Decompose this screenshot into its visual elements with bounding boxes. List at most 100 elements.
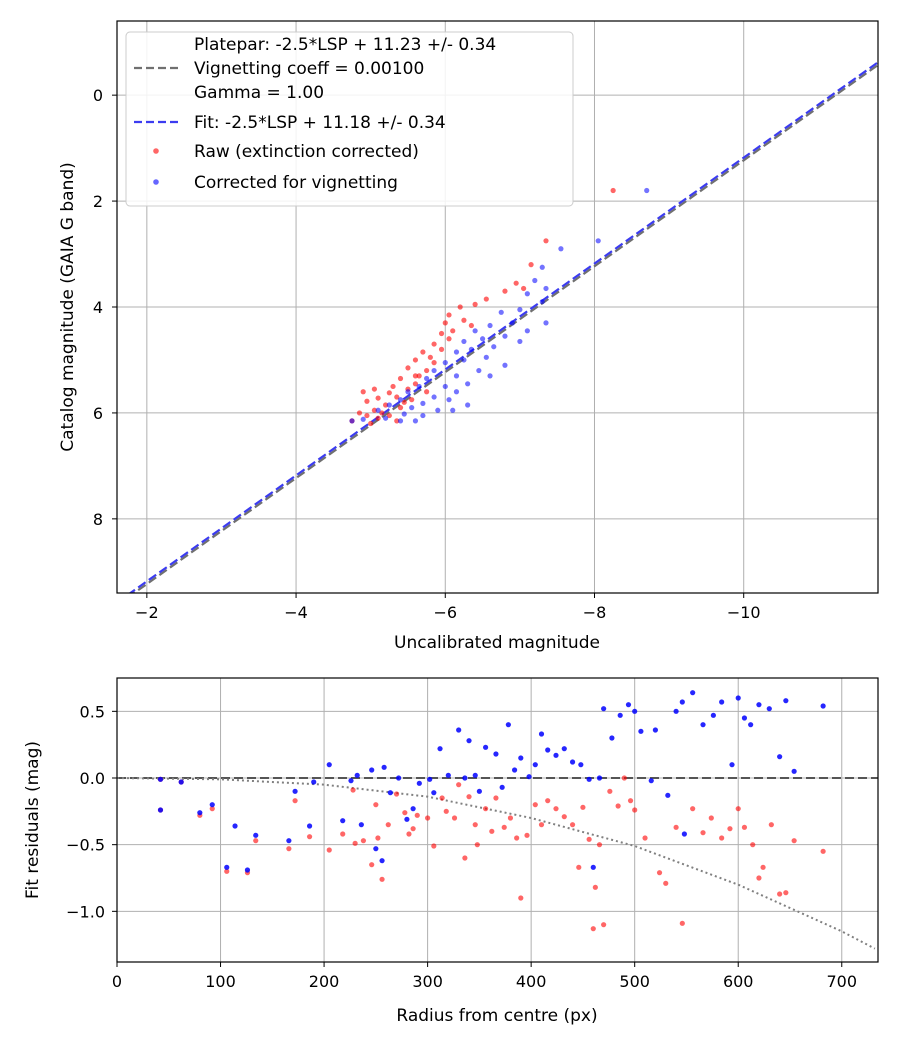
raw-residual-point bbox=[756, 875, 762, 881]
raw-point bbox=[356, 410, 363, 416]
raw-point bbox=[368, 420, 374, 427]
bottom-x-tick-label: 100 bbox=[205, 972, 236, 991]
corrected-residual-point bbox=[476, 788, 482, 794]
raw-point bbox=[431, 341, 437, 347]
corrected-point bbox=[386, 402, 392, 408]
corrected-residual-point bbox=[710, 712, 716, 718]
corrected-point bbox=[442, 383, 448, 390]
corrected-point bbox=[517, 307, 523, 313]
corrected-point bbox=[382, 415, 389, 421]
raw-residual-point bbox=[253, 838, 259, 844]
corrected-point bbox=[543, 285, 549, 292]
bottom-y-ticks: 0.5 0.0 −0.5 −1.0 bbox=[66, 702, 117, 921]
corrected-residual-point bbox=[209, 802, 215, 808]
corrected-point bbox=[453, 389, 460, 395]
corrected-point bbox=[487, 373, 493, 379]
corrected-residual-point bbox=[396, 775, 402, 781]
top-y-tick-label: 2 bbox=[93, 192, 103, 211]
corrected-residual-point bbox=[232, 823, 238, 829]
bottom-y-tick-label: 0.5 bbox=[80, 702, 105, 721]
bottom-x-tick-label: 0 bbox=[112, 972, 122, 991]
corrected-residual-point bbox=[748, 722, 754, 728]
raw-residual-point bbox=[393, 791, 400, 797]
corrected-point bbox=[509, 320, 516, 326]
corrected-point bbox=[539, 299, 545, 305]
raw-residual-point bbox=[402, 810, 408, 816]
raw-residual-point bbox=[532, 802, 538, 808]
corrected-residual-point bbox=[729, 762, 735, 768]
corrected-residual-point bbox=[553, 752, 559, 758]
corrected-residual-point bbox=[673, 708, 679, 714]
corrected-residual-point bbox=[648, 778, 654, 784]
corrected-point bbox=[409, 405, 415, 411]
raw-residual-point bbox=[369, 862, 375, 868]
corrected-residual-point bbox=[783, 698, 789, 704]
raw-point bbox=[386, 412, 392, 419]
bottom-x-ticks: 0 100 200 300 400 500 600 700 bbox=[112, 962, 857, 991]
corrected-residual-point bbox=[286, 838, 292, 844]
raw-residual-point bbox=[545, 798, 551, 804]
residuals-plot: 0 100 200 300 400 500 600 700 0.5 0.0 −0.5 −1.0 Ra… bbox=[23, 677, 879, 1026]
raw-point bbox=[431, 360, 437, 366]
corrected-point bbox=[465, 381, 471, 387]
corrected-point bbox=[479, 336, 486, 342]
raw-residual-point bbox=[414, 812, 420, 818]
corrected-residual-point bbox=[735, 695, 741, 701]
raw-residual-points bbox=[157, 775, 826, 932]
bottom-y-tick-label: −0.5 bbox=[66, 836, 105, 855]
corrected-residual-point bbox=[445, 772, 451, 778]
corrected-point bbox=[416, 383, 422, 390]
raw-residual-point bbox=[569, 822, 576, 828]
bottom-y-axis-label: Fit residuals (mag) bbox=[23, 741, 43, 899]
raw-residual-point bbox=[719, 835, 725, 841]
corrected-point bbox=[412, 418, 419, 424]
corrected-residual-point bbox=[681, 831, 687, 837]
corrected-residual-point bbox=[493, 751, 499, 757]
corrected-point bbox=[558, 246, 564, 252]
top-x-tick-label: −4 bbox=[284, 603, 308, 622]
top-x-ticks: −2 −4 −6 −8 −10 bbox=[135, 593, 761, 622]
raw-point bbox=[382, 402, 389, 408]
legend-label: Corrected for vignetting bbox=[194, 173, 398, 193]
corrected-point bbox=[453, 373, 460, 379]
corrected-residual-point bbox=[561, 746, 567, 752]
raw-residual-point bbox=[590, 926, 596, 932]
corrected-point bbox=[431, 394, 437, 400]
corrected-point bbox=[517, 338, 523, 345]
corrected-point bbox=[524, 328, 530, 334]
raw-residual-point bbox=[360, 838, 367, 844]
corrected-residual-point bbox=[652, 727, 658, 733]
corrected-residual-point bbox=[369, 767, 375, 773]
raw-residual-point bbox=[306, 834, 313, 840]
corrected-residual-point bbox=[437, 746, 443, 752]
raw-residual-point bbox=[576, 864, 582, 870]
raw-residual-point bbox=[326, 847, 332, 853]
corrected-residual-point bbox=[578, 762, 584, 768]
corrected-point bbox=[468, 346, 474, 352]
corrected-point bbox=[405, 389, 411, 395]
corrected-residual-point bbox=[511, 767, 518, 773]
raw-point bbox=[375, 415, 381, 421]
corrected-residual-point bbox=[354, 772, 360, 778]
raw-point bbox=[483, 296, 489, 302]
raw-residual-point bbox=[375, 835, 381, 841]
corrected-residual-point bbox=[358, 822, 364, 828]
raw-residual-point bbox=[538, 822, 545, 828]
raw-residual-point bbox=[350, 787, 356, 793]
raw-point bbox=[543, 238, 549, 244]
raw-residual-point bbox=[553, 806, 559, 812]
raw-point bbox=[386, 390, 392, 396]
corrected-point bbox=[349, 418, 355, 424]
raw-residual-point bbox=[621, 775, 627, 781]
raw-point bbox=[420, 349, 426, 355]
raw-residual-point bbox=[352, 840, 358, 846]
top-x-tick-label: −8 bbox=[583, 603, 607, 622]
raw-residual-point bbox=[580, 804, 586, 810]
corrected-point bbox=[543, 320, 549, 326]
vignetting-model-curve bbox=[117, 777, 876, 950]
corrected-point bbox=[498, 309, 504, 315]
legend-marker-swatch bbox=[153, 148, 159, 154]
raw-point bbox=[457, 304, 463, 310]
corrected-residual-point bbox=[244, 867, 251, 873]
